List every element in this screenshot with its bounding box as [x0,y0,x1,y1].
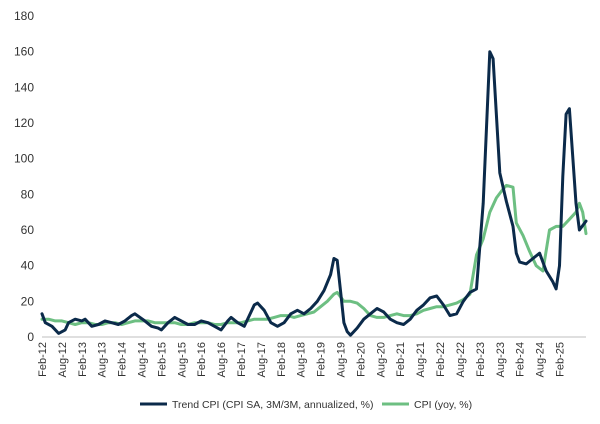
x-tick-label: Aug-13 [97,342,109,377]
x-tick-label: Aug-20 [375,342,387,377]
x-tick-label: Aug-15 [176,342,188,377]
x-tick-label: Aug-18 [296,342,308,377]
legend: Trend CPI (CPI SA, 3M/3M, annualized, %)… [140,399,472,411]
y-tick-label: 20 [21,294,35,308]
y-tick-label: 80 [21,187,35,201]
x-tick-label: Feb-23 [475,342,487,377]
x-tick-label: Feb-15 [156,342,168,377]
y-axis: 0 20 40 60 80 100 120 140 160 180 [14,9,34,344]
x-tick-label: Aug-23 [495,342,507,377]
x-tick-label: Aug-22 [455,342,467,377]
x-tick-label: Feb-21 [395,342,407,377]
y-tick-label: 0 [27,330,34,344]
x-tick-label: Feb-24 [515,342,527,377]
x-tick-label: Aug-16 [216,342,228,377]
x-tick-label: Feb-17 [236,342,248,377]
x-tick-label: Feb-25 [554,342,566,377]
x-tick-label: Feb-22 [435,342,447,377]
x-tick-label: Feb-19 [316,342,328,377]
x-tick-label: Aug-19 [336,342,348,377]
series-line-cpi-yoy [40,183,588,326]
x-axis: Feb-12 Aug-12 Feb-13 Aug-13 Feb-14 Aug-14 Feb-… [37,336,586,377]
series-layer [40,50,588,337]
y-tick-label: 40 [21,259,35,273]
y-tick-label: 60 [21,223,35,237]
x-tick-label: Aug-24 [535,342,547,377]
series-line-trend-cpi [40,50,588,337]
x-tick-label: Feb-18 [276,342,288,377]
y-tick-label: 140 [14,80,34,94]
x-tick-label: Aug-21 [415,342,427,377]
x-tick-label: Feb-12 [37,342,49,377]
y-tick-label: 120 [14,116,34,130]
x-tick-label: Aug-12 [57,342,69,377]
y-tick-label: 100 [14,152,34,166]
x-tick-label: Feb-13 [77,342,89,377]
y-tick-label: 160 [14,45,34,59]
x-tick-label: Feb-14 [117,342,129,377]
x-tick-label: Feb-16 [196,342,208,377]
x-tick-label: Aug-17 [256,342,268,377]
x-tick-label: Aug-14 [137,342,149,377]
y-tick-label: 180 [14,9,34,23]
legend-label-cpi-yoy: CPI (yoy, %) [414,399,472,411]
x-tick-label: Feb-20 [355,342,367,377]
legend-label-trend-cpi: Trend CPI (CPI SA, 3M/3M, annualized, %) [172,399,374,411]
